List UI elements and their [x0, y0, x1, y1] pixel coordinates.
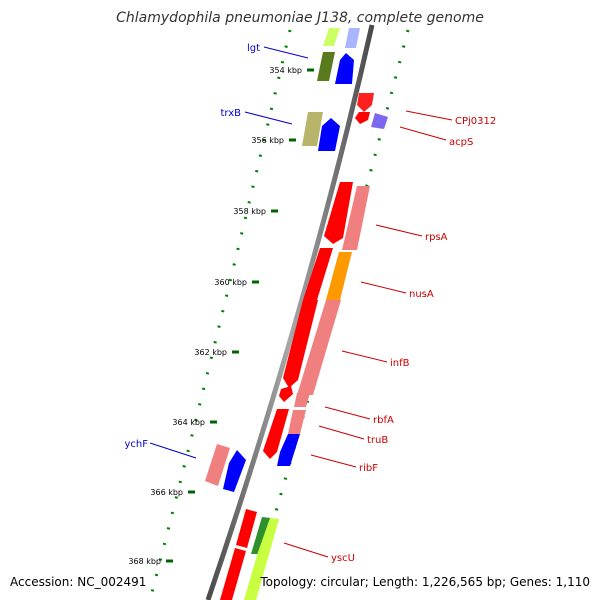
gene-infb-pink[interactable]: [297, 300, 341, 395]
gene-features: [205, 28, 388, 600]
genome-backbone: [205, 24, 375, 600]
gene-label-ychf[interactable]: ychF: [124, 439, 148, 450]
ruler-labels: 354 kbp 356 kbp 358 kbp 360 kbp 362 kbp …: [128, 66, 302, 566]
gene-yscu-red-2[interactable]: [220, 548, 246, 600]
ruler-label: 364 kbp: [172, 418, 205, 427]
gene-label-ribf[interactable]: ribF: [359, 463, 378, 474]
gene-nusa-orange[interactable]: [326, 252, 352, 300]
ruler-label: 368 kbp: [128, 557, 161, 566]
ruler-label: 358 kbp: [233, 207, 266, 216]
gene-block-lightgreen[interactable]: [323, 28, 340, 46]
gene-label-nusa[interactable]: nusA: [409, 289, 434, 300]
map-title: Chlamydophila pneumoniae J138, complete …: [116, 10, 484, 26]
accession-text: Accession: NC_002491: [10, 575, 147, 589]
ruler-label: 356 kbp: [251, 136, 284, 145]
gene-block-lightblue[interactable]: [345, 28, 360, 48]
left-leader-lines: [149, 46, 309, 459]
ruler-label: 354 kbp: [269, 66, 302, 75]
right-gene-labels: CPj0312 acpS rpsA nusA infB rbfA truB ri…: [331, 116, 496, 564]
gene-rbfa-red[interactable]: [279, 386, 293, 402]
gene-rpsa-red[interactable]: [324, 182, 353, 244]
gene-label-cpj0312[interactable]: CPj0312: [455, 116, 496, 127]
gene-label-lgt[interactable]: lgt: [247, 43, 260, 54]
gene-label-yscu[interactable]: yscU: [331, 553, 355, 564]
ruler-label: 360 kbp: [214, 278, 247, 287]
gene-yscu-red[interactable]: [236, 509, 257, 548]
ruler-ticks: [166, 68, 314, 563]
gene-label-acps[interactable]: acpS: [449, 137, 473, 148]
gene-label-trub[interactable]: truB: [367, 435, 388, 446]
gene-ychf-blue[interactable]: [223, 450, 246, 492]
gene-trxb-blue[interactable]: [318, 118, 340, 151]
gene-label-trxb[interactable]: trxB: [220, 108, 241, 119]
gene-yscu-darkgreen[interactable]: [251, 517, 271, 554]
gene-trxb-khaki[interactable]: [302, 112, 323, 146]
gene-lgt-blue[interactable]: [335, 53, 354, 84]
gene-label-rbfa[interactable]: rbfA: [373, 415, 394, 426]
gene-acps-purple[interactable]: [371, 113, 388, 129]
gene-lgt-olive[interactable]: [317, 52, 335, 81]
gene-trub-pink[interactable]: [288, 410, 306, 434]
gene-trub-red[interactable]: [263, 409, 289, 459]
gene-acps-red[interactable]: [355, 112, 370, 124]
gene-ribf-blue[interactable]: [277, 434, 300, 466]
gene-rbfa-pink[interactable]: [294, 393, 310, 407]
genome-summary-text: Topology: circular; Length: 1,226,565 bp…: [260, 575, 590, 589]
right-leader-lines: [283, 110, 453, 558]
gene-yscu-lightgreen[interactable]: [244, 518, 279, 600]
left-gene-labels: lgt trxB ychF: [124, 43, 260, 450]
ruler-label: 362 kbp: [194, 348, 227, 357]
gene-label-rpsa[interactable]: rpsA: [425, 232, 448, 243]
gene-infb-red[interactable]: [283, 300, 318, 388]
gene-nusa-red[interactable]: [303, 248, 333, 300]
ruler-label: 366 kbp: [150, 488, 183, 497]
gene-cpj0312[interactable]: [357, 93, 374, 112]
gene-rpsa-pink[interactable]: [342, 186, 370, 250]
gene-label-infb[interactable]: infB: [390, 358, 410, 369]
gene-ychf-pink[interactable]: [205, 444, 230, 486]
